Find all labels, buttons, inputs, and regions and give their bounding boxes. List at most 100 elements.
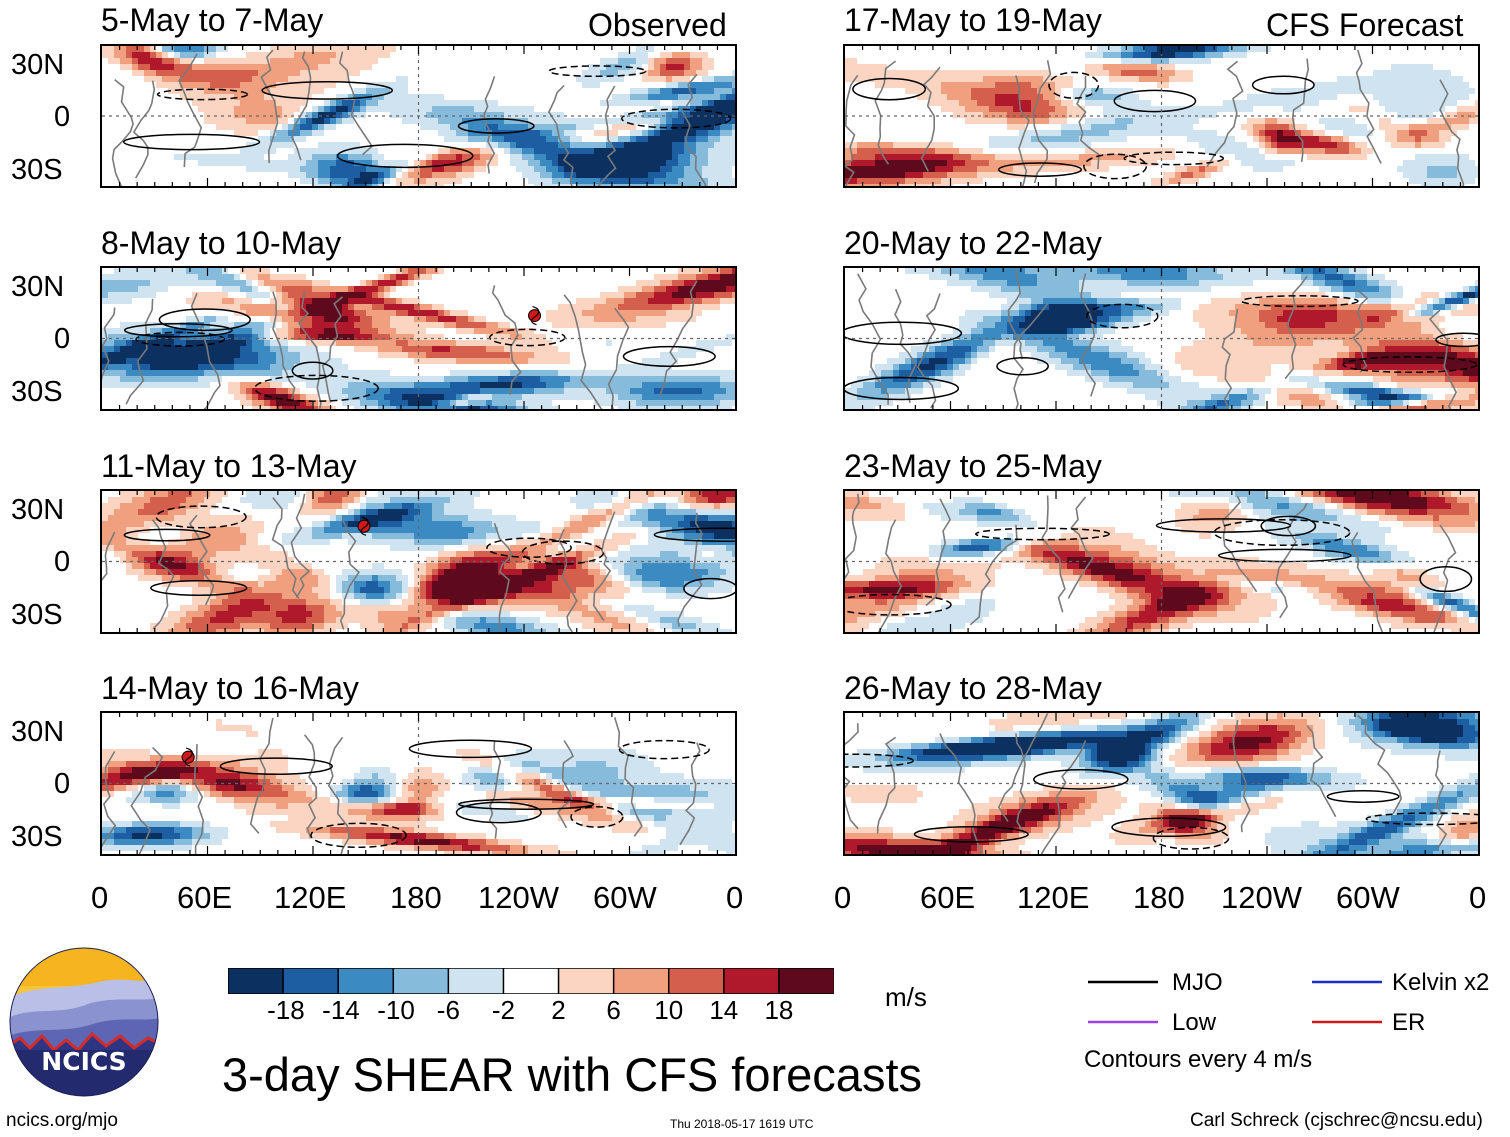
lat-label-30n: 30N: [11, 50, 64, 80]
lon-label: 120E: [274, 882, 346, 914]
shear-field-map: [102, 491, 735, 632]
map-panel: [843, 44, 1480, 188]
map-panel: [100, 44, 737, 188]
lon-label: 60E: [177, 882, 232, 914]
colorbar-swatch: [723, 968, 781, 994]
colorbar-tick-label: 10: [653, 996, 685, 1024]
coastlines: [102, 280, 698, 409]
legend-kelvin: Kelvin x2: [1392, 970, 1489, 996]
colorbar-swatch: [778, 968, 834, 994]
lon-label: 60W: [593, 882, 657, 914]
contour-note: Contours every 4 m/s: [1084, 1047, 1312, 1073]
lon-label: 120E: [1017, 882, 1089, 914]
lat-label-30n: 30N: [11, 495, 64, 525]
colorbar-swatch: [612, 968, 670, 994]
lat-label-30s: 30S: [11, 822, 63, 852]
mjo-contours: [845, 753, 1478, 850]
panel-title: 11-May to 13-May: [101, 449, 357, 483]
lon-label: 180: [390, 882, 442, 914]
colorbar-tick-label: -6: [432, 996, 464, 1024]
colorbar-tick-label: -18: [267, 996, 305, 1024]
axis-ticks: [118, 46, 719, 186]
colorbar-swatch: [557, 968, 615, 994]
lat-label-30s: 30S: [11, 155, 63, 185]
main-title: 3-day SHEAR with CFS forecasts: [222, 1050, 922, 1100]
lon-label: 0: [834, 882, 851, 914]
website-link[interactable]: ncics.org/mjo: [6, 1111, 118, 1131]
colorbar-tick-label: 14: [708, 996, 740, 1024]
mjo-contours: [852, 71, 1315, 180]
mjo-contours: [123, 308, 716, 402]
shear-field-map: [102, 268, 735, 409]
mjo-contours: [845, 295, 1478, 401]
axis-ticks: [861, 46, 1462, 186]
colorbar-swatch: [282, 968, 340, 994]
lon-label: 60W: [1336, 882, 1400, 914]
colorbar-swatch: [502, 968, 560, 994]
legend-er: ER: [1392, 1010, 1425, 1036]
lon-label: 120W: [478, 882, 559, 914]
colorbar-tick-label: -10: [377, 996, 415, 1024]
lat-label-30s: 30S: [11, 600, 63, 630]
axis-ticks: [861, 268, 1462, 409]
legend-swatches-right: [1312, 980, 1382, 1024]
colorbar-swatch: [228, 968, 285, 994]
colorbar-swatch: [447, 968, 505, 994]
shear-field-map: [102, 713, 735, 854]
colorbar: [228, 968, 834, 994]
map-panel: [100, 266, 737, 411]
tropical-cyclone-icon: [357, 516, 371, 536]
map-panel: [843, 489, 1480, 634]
lon-label: 0: [91, 882, 108, 914]
lon-label: 60E: [920, 882, 975, 914]
mjo-contours: [219, 739, 710, 849]
lon-label: 0: [726, 882, 743, 914]
coastlines: [845, 713, 1448, 854]
map-panel: [843, 266, 1480, 411]
map-panel: [100, 489, 737, 634]
panel-title: 17-May to 19-May: [844, 3, 1102, 37]
panel-title: 26-May to 28-May: [844, 671, 1102, 705]
lat-label-30s: 30S: [11, 377, 63, 407]
axis-ticks: [118, 268, 719, 409]
legend-mjo: MJO: [1172, 970, 1223, 996]
colorbar-tick-label: 6: [598, 996, 630, 1024]
colorbar-swatch: [667, 968, 726, 994]
lat-label-eq: 0: [54, 324, 70, 354]
lat-label-30n: 30N: [11, 717, 64, 747]
panel-title: 5-May to 7-May: [101, 3, 323, 37]
tropical-cyclone-icon: [528, 306, 542, 326]
shear-field-map: [845, 46, 1478, 186]
map-panel: [843, 711, 1480, 856]
legend-low: Low: [1172, 1010, 1216, 1036]
panel-title: 23-May to 25-May: [844, 449, 1102, 483]
tropical-cyclone-icon: [181, 747, 195, 767]
lat-label-eq: 0: [54, 769, 70, 799]
panel-title: 20-May to 22-May: [844, 226, 1102, 260]
lon-label: 180: [1133, 882, 1185, 914]
observed-label: Observed: [588, 8, 727, 42]
colorbar-tick-label: -14: [322, 996, 360, 1024]
map-panel: [100, 711, 737, 856]
axis-ticks: [118, 713, 719, 854]
lon-label: 120W: [1221, 882, 1302, 914]
coastlines: [845, 493, 1457, 632]
lat-label-30n: 30N: [11, 272, 64, 302]
logo-text: NCICS: [41, 1047, 126, 1076]
mjo-contours: [845, 515, 1473, 616]
timestamp: Thu 2018-05-17 1619 UTC: [670, 1117, 813, 1131]
author-credit: Carl Schreck (cjschrec@ncsu.edu): [1190, 1111, 1483, 1131]
lat-label-eq: 0: [54, 547, 70, 577]
colorbar-swatch: [392, 968, 450, 994]
shear-field-map: [102, 46, 735, 186]
forecast-label: CFS Forecast: [1266, 8, 1463, 42]
colorbar-tick-label: 18: [763, 996, 795, 1024]
colorbar-tick-label: -2: [487, 996, 519, 1024]
shear-field-map: [845, 713, 1478, 854]
shear-field-map: [845, 268, 1478, 409]
panel-title: 14-May to 16-May: [101, 671, 359, 705]
lat-label-eq: 0: [54, 102, 70, 132]
ncics-logo: NCICS: [8, 946, 160, 1098]
axis-ticks: [118, 491, 719, 632]
